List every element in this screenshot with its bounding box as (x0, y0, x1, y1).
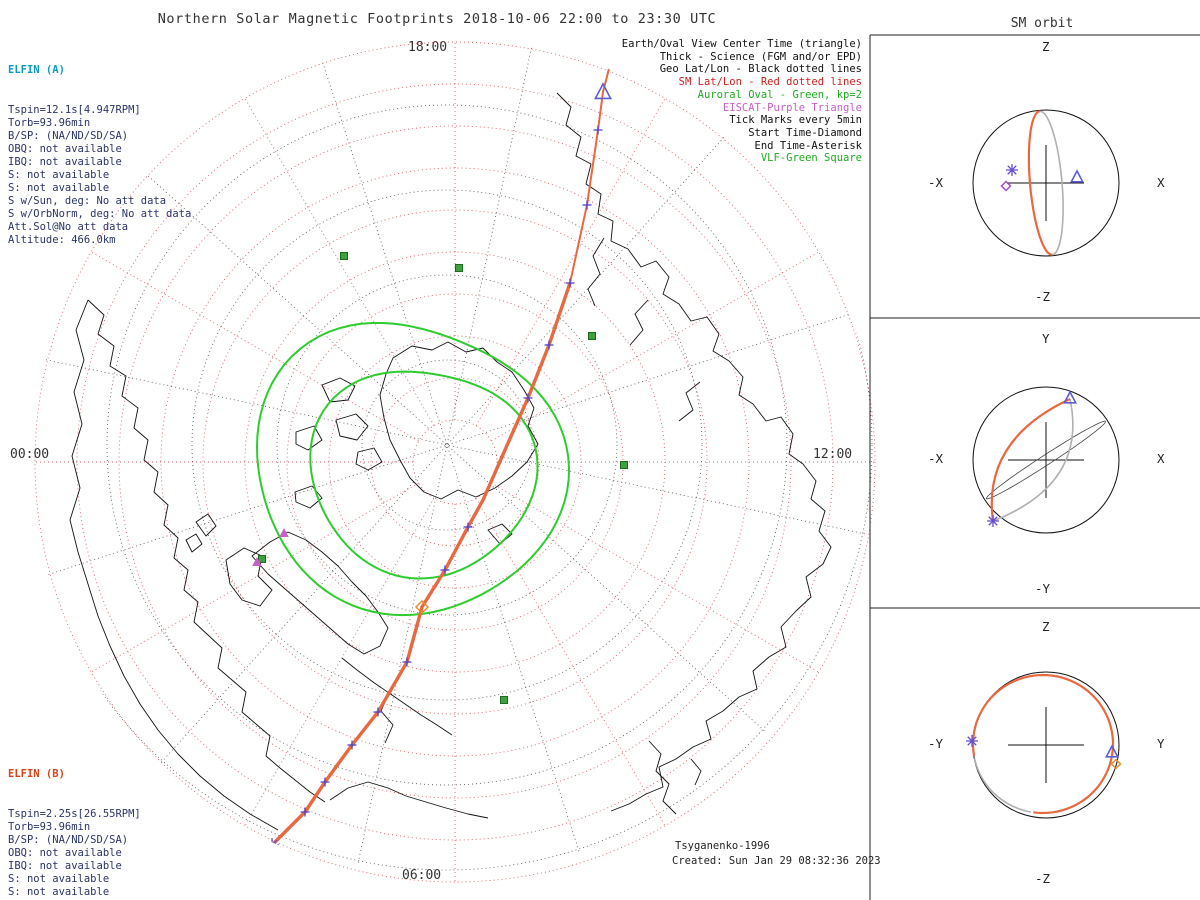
orbit1-axis-left: -X (928, 175, 944, 190)
orbit2-axis-right: X (1157, 451, 1165, 466)
legend-item-8: End Time-Asterisk (754, 139, 862, 152)
orbit3-axis-right: Y (1157, 736, 1165, 751)
elfin-a-line-6: S: not available (8, 182, 110, 194)
mlt-label-0000: 00:00 (10, 447, 50, 462)
vlf-squares (258, 252, 628, 704)
geo-grid (33, 40, 873, 871)
elfin-a-info: ELFIN (A) Tspin=12.1s[4.947RPM] Torb=93.9… (8, 38, 191, 273)
orbit2-axis-bottom: -Y (1035, 581, 1051, 596)
sm-grid (34, 41, 876, 883)
legend-item-7: Start Time-Diamond (748, 126, 862, 139)
elfin-a-line-7: S w/Sun, deg: No att data (8, 195, 167, 207)
orbit3-axis-left: -Y (928, 736, 944, 751)
orbit-panel-3 (966, 671, 1122, 819)
elfin-a-line-3: OBQ: not available (8, 143, 122, 155)
elfin-a-line-10: Altitude: 466.0km (8, 234, 116, 246)
legend-item-4: Auroral Oval - Green, kp=2 (697, 88, 862, 101)
mlt-label-0600: 06:00 (402, 868, 442, 883)
elfin-b-line-2: B/SP: (NA/ND/SD/SA) (8, 834, 129, 846)
created-label: Created: Sun Jan 29 08:32:36 2023 (672, 855, 881, 867)
legend: Earth/Oval View Center Time (triangle) Th… (520, 38, 862, 165)
map-layer (33, 40, 876, 883)
orbit3-axis-top: Z (1042, 619, 1050, 634)
auroral-oval (255, 322, 571, 617)
legend-item-0: Earth/Oval View Center Time (triangle) (621, 38, 862, 50)
coastlines (69, 92, 832, 831)
orbit-panels-layer (966, 109, 1122, 819)
elfin-b-header: ELFIN (B) (8, 768, 65, 780)
panel-borders (869, 34, 1200, 900)
orbit2-axis-top: Y (1042, 331, 1050, 346)
elfin-a-line-2: B/SP: (NA/ND/SD/SA) (8, 130, 129, 142)
elfin-b-line-0: Tspin=2.25s[26.55RPM] (8, 808, 141, 820)
elfin-a-line-9: Att.Sol@No att data (8, 221, 129, 233)
elfin-a-header: ELFIN (A) (8, 64, 65, 76)
elfin-a-line-0: Tspin=12.1s[4.947RPM] (8, 104, 141, 116)
orbit1-axis-top: Z (1042, 39, 1050, 54)
elfin-a-lines: Tspin=12.1s[4.947RPM] Torb=93.96min B/SP: … (8, 104, 191, 247)
tick-marks (300, 125, 603, 817)
sm-orbit-title: SM orbit (1010, 16, 1074, 31)
mlt-label-1200: 12:00 (813, 447, 853, 462)
elfin-b-line-6: S: not available (8, 886, 110, 898)
model-label: Tsyganenko-1996 (675, 840, 770, 852)
elfin-a-line-1: Torb=93.96min (8, 117, 91, 129)
mlt-label-1800: 18:00 (408, 40, 448, 55)
legend-item-5: EISCAT-Purple Triangle (722, 101, 862, 114)
elfin-b-line-3: OBQ: not available (8, 847, 122, 859)
elfin-b-line-1: Torb=93.96min (8, 821, 91, 833)
footprint-track (270, 56, 613, 847)
orbit-panel-1 (972, 109, 1120, 257)
eiscat-triangles (252, 528, 289, 566)
orbit1-axis-right: X (1157, 175, 1165, 190)
legend-item-1: Thick - Science (FGM and/or EPD) (659, 50, 862, 63)
elfin-b-lines: Tspin=2.25s[26.55RPM] Torb=93.96min B/SP: … (8, 808, 191, 900)
elfin-a-line-8: S w/OrbNorm, deg: No att data (8, 208, 192, 220)
plot-title: Northern Solar Magnetic Footprints 2018-… (157, 11, 717, 27)
orbit2-axis-left: -X (928, 451, 944, 466)
legend-item-9: VLF-Green Square (760, 152, 862, 165)
track-markers (265, 82, 612, 852)
orbit-panel-2 (972, 386, 1120, 534)
orbit1-axis-bottom: -Z (1035, 289, 1051, 304)
orbit3-axis-bottom: -Z (1035, 871, 1051, 886)
elfin-b-line-5: S: not available (8, 873, 110, 885)
elfin-a-line-5: S: not available (8, 169, 110, 181)
elfin-b-line-4: IBQ: not available (8, 860, 122, 872)
elfin-b-info: ELFIN (B) Tspin=2.25s[26.55RPM] Torb=93.9… (8, 742, 191, 900)
legend-item-2: Geo Lat/Lon - Black dotted lines (659, 63, 862, 76)
elfin-a-line-4: IBQ: not available (8, 156, 122, 168)
legend-item-3: SM Lat/Lon - Red dotted lines (678, 76, 862, 89)
legend-item-6: Tick Marks every 5min (729, 114, 862, 127)
